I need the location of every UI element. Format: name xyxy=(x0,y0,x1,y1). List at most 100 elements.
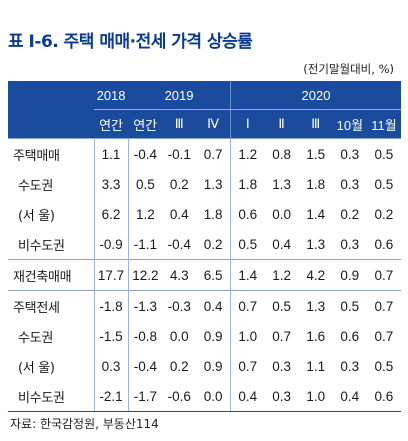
table-cell: 0.6 xyxy=(229,199,265,229)
table-cell: 1.1 xyxy=(93,138,129,169)
table-cell: -0.4 xyxy=(127,351,163,381)
table-cell: 1.3 xyxy=(298,290,333,321)
table-cell: -0.3 xyxy=(162,290,197,321)
header-period: 연간 xyxy=(128,109,163,139)
table-cell: 0.5 xyxy=(374,358,394,374)
table-cell: 6.2 xyxy=(93,199,129,229)
table-row: (서 울) 0.3 -0.4 0.2 0.9 0.7 0.3 1.1 0.3 0.5 xyxy=(8,351,401,381)
table-cell: 0.9 xyxy=(203,358,223,374)
header-period: Ⅰ xyxy=(229,109,265,139)
table-cell: 0.3 xyxy=(264,381,299,412)
table-cell: 1.3 xyxy=(203,176,223,192)
header-period: Ⅲ xyxy=(162,109,197,139)
table-cell: 0.4 xyxy=(272,236,291,252)
row-label: 주택매매 xyxy=(8,138,94,169)
table-cell: 1.8 xyxy=(229,169,265,199)
table-cell: 0.3 xyxy=(332,138,367,169)
table-cell: 0.4 xyxy=(169,206,189,222)
table-cell: 0.5 xyxy=(374,176,394,192)
table-row: (서 울) 6.2 1.2 0.4 1.8 0.6 0.0 1.4 0.2 0.2 xyxy=(8,199,401,229)
table-cell: 0.2 xyxy=(340,206,360,222)
table-cell: 0.7 xyxy=(374,328,394,344)
table-cell: 1.0 xyxy=(229,321,265,351)
table-cell: 0.5 xyxy=(264,290,299,321)
table-cell: 1.2 xyxy=(229,138,265,169)
row-label: (서 울) xyxy=(18,360,55,376)
header-period: 11월 xyxy=(366,109,401,139)
table-cell: 1.3 xyxy=(272,176,291,192)
table-cell: 0.5 xyxy=(229,229,265,260)
table-cell: 0.7 xyxy=(229,290,265,321)
header-period: Ⅱ xyxy=(264,109,299,139)
header-year-2018: 2018 xyxy=(94,81,129,110)
table-cell: 0.9 xyxy=(203,328,223,344)
table-cell: 4.2 xyxy=(298,259,333,291)
table-cell: 0.7 xyxy=(196,138,231,169)
table-row: 비수도권 -0.9 -1.1 -0.4 0.2 0.5 0.4 1.3 0.3 0.6 xyxy=(8,229,401,260)
table-cell: 0.5 xyxy=(332,290,367,321)
table-cell: 0.2 xyxy=(169,358,189,374)
table-cell: 0.3 xyxy=(93,351,129,381)
row-label: 비수도권 xyxy=(18,238,65,254)
row-label: (서 울) xyxy=(18,208,55,224)
header-period: 10월 xyxy=(332,109,367,139)
table-cell: 17.7 xyxy=(93,259,129,291)
table-cell: -0.9 xyxy=(93,229,129,260)
table-cell: 0.4 xyxy=(196,290,231,321)
table-cell: 0.7 xyxy=(366,259,401,291)
table-cell: 3.3 xyxy=(93,169,129,199)
table-cell: 0.0 xyxy=(169,328,189,344)
table-cell: 6.5 xyxy=(196,259,231,291)
header-year-2020: 2020 xyxy=(229,81,401,110)
table-cell: 0.0 xyxy=(196,381,231,412)
price-change-table: 2018 2019 2020 연간 연간 Ⅲ Ⅳ Ⅰ Ⅱ Ⅲ 10월 11월 주… xyxy=(8,81,401,412)
table-cell: 0.2 xyxy=(203,236,223,252)
table-cell: 1.6 xyxy=(306,328,326,344)
table-cell: -1.8 xyxy=(93,290,129,321)
row-label: 수도권 xyxy=(18,178,53,194)
table-cell: 0.6 xyxy=(366,381,401,412)
table-cell: 0.2 xyxy=(169,176,189,192)
table-cell: -1.7 xyxy=(127,381,163,412)
table-row: 주택매매 1.1 -0.4 -0.1 0.7 1.2 0.8 1.5 0.3 0.5 xyxy=(8,138,401,169)
table-cell: 1.4 xyxy=(306,206,326,222)
table-cell: 0.5 xyxy=(366,138,401,169)
unit-note: (전기말월대비, %) xyxy=(303,62,394,76)
table-cell: 1.4 xyxy=(229,259,265,291)
table-cell: -1.5 xyxy=(93,321,129,351)
table-cell: 0.5 xyxy=(127,169,163,199)
table-cell: 0.8 xyxy=(264,138,299,169)
table-cell: 0.4 xyxy=(332,381,367,412)
table-row: 비수도권 -2.1 -1.7 -0.6 0.0 0.4 0.3 1.0 0.4 0.6 xyxy=(8,381,401,412)
table-cell: 1.2 xyxy=(127,199,163,229)
header-year-2019: 2019 xyxy=(128,81,231,110)
table-cell: 0.3 xyxy=(340,358,360,374)
table-cell: 1.8 xyxy=(203,206,223,222)
row-label: 재건축매매 xyxy=(8,259,94,291)
table-row: 수도권 -1.5 -0.8 0.0 0.9 1.0 0.7 1.6 0.6 0.7 xyxy=(8,321,401,351)
table-cell: 0.6 xyxy=(374,236,394,252)
table-cell: -0.1 xyxy=(162,138,197,169)
table-cell: 0.4 xyxy=(229,381,265,412)
table-cell: -1.3 xyxy=(127,290,163,321)
source-note: 자료: 한국감정원, 부동산114 xyxy=(10,417,159,431)
table-cell: 4.3 xyxy=(162,259,197,291)
table-cell: 1.2 xyxy=(264,259,299,291)
table-cell: -1.1 xyxy=(127,229,163,260)
header-period: 연간 xyxy=(94,109,129,139)
table-row: 주택전세 -1.8 -1.3 -0.3 0.4 0.7 0.5 1.3 0.5 0.7 xyxy=(8,290,401,321)
table-cell: 0.9 xyxy=(332,259,367,291)
row-label: 수도권 xyxy=(18,330,53,346)
table-cell: 0.7 xyxy=(272,328,291,344)
table-cell: -2.1 xyxy=(93,381,129,412)
table-cell: 1.5 xyxy=(298,138,333,169)
header-period: Ⅲ xyxy=(298,109,333,139)
table-cell: -0.6 xyxy=(162,381,197,412)
table-cell: 1.3 xyxy=(306,236,326,252)
table-cell: 12.2 xyxy=(127,259,163,291)
table-cell: 1.0 xyxy=(298,381,333,412)
table-cell: 0.3 xyxy=(340,236,360,252)
table-row: 수도권 3.3 0.5 0.2 1.3 1.8 1.3 1.8 0.3 0.5 xyxy=(8,169,401,199)
table-cell: -0.8 xyxy=(127,321,163,351)
header-corner xyxy=(8,81,94,139)
